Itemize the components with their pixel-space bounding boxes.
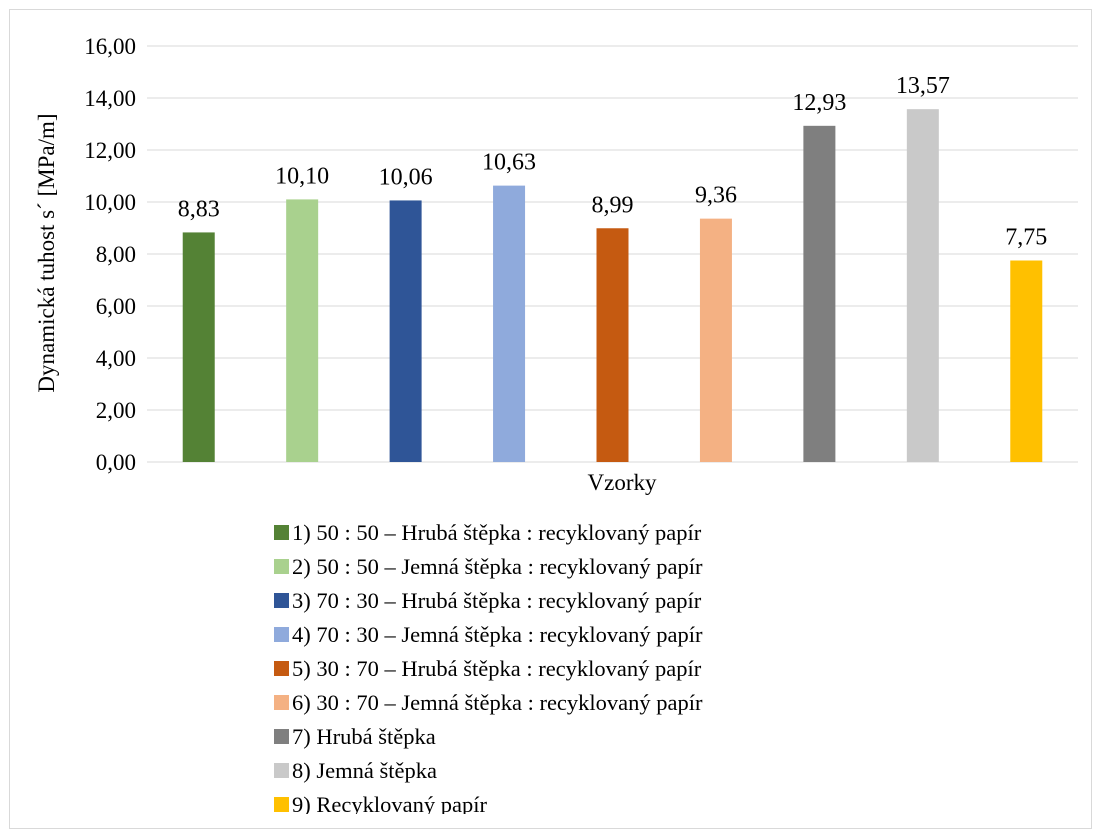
legend-label-7: 7) Hrubá štěpka (292, 724, 436, 749)
bar-1 (182, 232, 215, 462)
bar-8 (906, 109, 939, 463)
legend-label-4: 4) 70 : 30 – Jemná štěpka : recyklovaný … (292, 622, 703, 647)
y-tick-label: 16,00 (84, 34, 136, 59)
data-label-8: 13,57 (896, 73, 950, 99)
data-label-1: 8,83 (178, 196, 220, 222)
legend-swatch-6 (274, 695, 289, 710)
data-label-5: 8,99 (592, 192, 634, 218)
legend-swatch-9 (274, 797, 289, 812)
legend-swatch-2 (274, 559, 289, 574)
data-label-6: 9,36 (695, 183, 737, 209)
legend-label-8: 8) Jemná štěpka (292, 758, 437, 783)
data-label-2: 10,10 (275, 163, 329, 189)
legend-label-9: 9) Recyklovaný papír (292, 792, 487, 814)
y-tick-label: 8,00 (96, 242, 136, 267)
bar-7 (803, 125, 836, 462)
data-label-4: 10,63 (482, 150, 536, 176)
y-axis-title: Dynamická tuhost s´ [MPa/m] (34, 113, 59, 392)
y-tick-label: 6,00 (96, 294, 136, 319)
y-tick-label: 4,00 (96, 346, 136, 371)
bar-6 (699, 218, 732, 462)
legend-label-6: 6) 30 : 70 – Jemná štěpka : recyklovaný … (292, 690, 703, 715)
legend-swatch-5 (274, 661, 289, 676)
y-axis-ticks: 0,00 2,00 4,00 6,00 8,00 10,00 12,00 14,00 16,00 (84, 34, 136, 475)
legend-swatch-1 (274, 525, 289, 540)
legend-swatch-3 (274, 593, 289, 608)
legend-swatch-8 (274, 763, 289, 778)
y-tick-label: 14,00 (84, 86, 136, 111)
legend-swatch-4 (274, 627, 289, 642)
y-tick-label: 10,00 (84, 190, 136, 215)
legend-label-1: 1) 50 : 50 – Hrubá štěpka : recyklovaný … (292, 520, 702, 545)
legend: 1) 50 : 50 – Hrubá štěpka : recyklovaný … (274, 520, 703, 814)
bar-3 (389, 200, 422, 462)
y-tick-label: 0,00 (96, 450, 136, 475)
bar-4 (493, 185, 526, 462)
y-tick-label: 12,00 (84, 138, 136, 163)
bar-2 (286, 199, 319, 462)
legend-label-2: 2) 50 : 50 – Jemná štěpka : recyklovaný … (292, 554, 703, 579)
legend-label-5: 5) 30 : 70 – Hrubá štěpka : recyklovaný … (292, 656, 702, 681)
legend-label-3: 3) 70 : 30 – Hrubá štěpka : recyklovaný … (292, 588, 702, 613)
y-tick-label: 2,00 (96, 398, 136, 423)
data-label-3: 10,06 (379, 164, 433, 190)
bar-9 (1010, 260, 1043, 462)
data-label-7: 12,93 (792, 90, 846, 116)
bar-5 (596, 228, 629, 462)
legend-swatch-7 (274, 729, 289, 744)
x-axis-title: Vzorky (588, 470, 657, 495)
data-labels: 8,83 10,10 10,06 10,63 8,99 9,36 12,93 13,57 7,7… (178, 73, 1048, 250)
data-label-9: 7,75 (1005, 225, 1047, 251)
bars (182, 109, 1043, 463)
